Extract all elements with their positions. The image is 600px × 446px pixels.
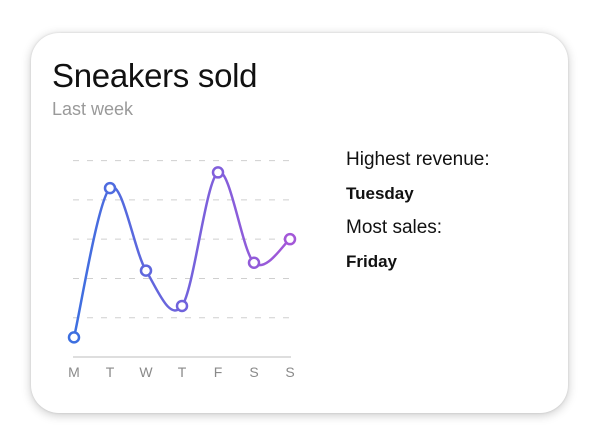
data-point [103, 181, 117, 195]
x-tick-label: T [178, 364, 187, 380]
stats-panel: Highest revenue: Tuesday Most sales: Fri… [346, 143, 556, 279]
x-tick-label: W [139, 364, 153, 380]
x-tick-label: S [285, 364, 294, 380]
x-tick-label: M [68, 364, 80, 380]
sales-card: Sneakers sold Last week M T W T F S S Highest … [31, 33, 568, 413]
data-point [211, 166, 225, 179]
data-point [67, 331, 81, 344]
data-point [283, 232, 297, 246]
data-point [139, 264, 153, 277]
highest-revenue-label: Highest revenue: [346, 149, 490, 170]
highest-revenue-value: Tuesday [346, 184, 414, 203]
card-title: Sneakers sold [52, 57, 258, 94]
series-line [72, 171, 292, 339]
most-sales-label: Most sales: [346, 217, 443, 238]
data-point [175, 299, 189, 313]
data-point [247, 256, 261, 269]
x-tick-label: T [106, 364, 115, 380]
x-tick-label: S [249, 364, 258, 380]
most-sales-value: Friday [346, 252, 398, 271]
x-tick-label: F [214, 364, 223, 380]
data-points [67, 166, 297, 344]
card-subtitle: Last week [52, 99, 134, 119]
